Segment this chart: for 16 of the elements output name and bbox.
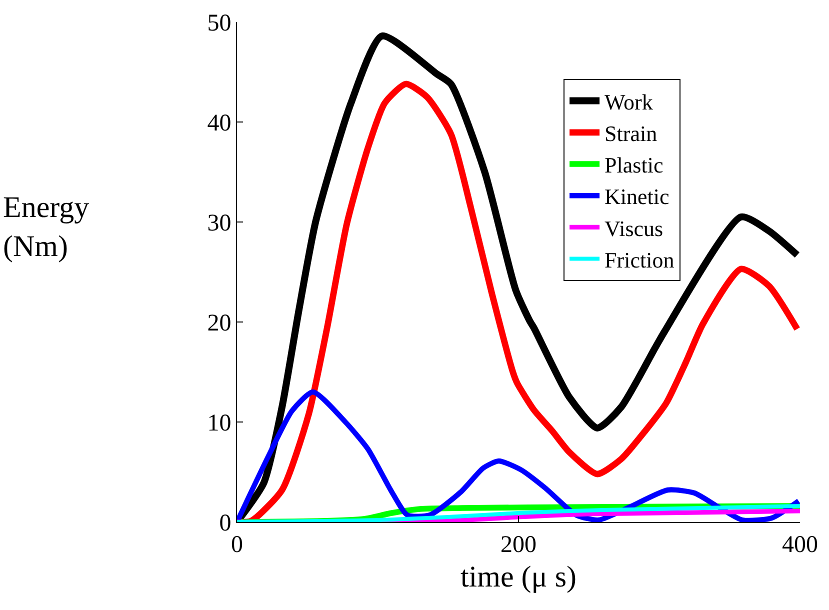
y-axis-title: Energy (Nm) xyxy=(3,191,90,263)
y-tick-label: 30 xyxy=(207,210,232,236)
legend-label: Plastic xyxy=(604,152,664,178)
x-tick-label: 400 xyxy=(782,532,818,558)
y-tick-label: 10 xyxy=(207,410,232,436)
y-tick-label: 40 xyxy=(207,110,232,136)
y-tick-label: 50 xyxy=(207,10,232,36)
y-tick-label: 20 xyxy=(207,310,232,336)
legend-label: Friction xyxy=(604,247,674,272)
x-axis-title: time (μ s) xyxy=(460,560,577,594)
legend-label: Work xyxy=(604,89,653,114)
legend-label: Kinetic xyxy=(604,184,670,210)
y-tick-label: 0 xyxy=(219,510,232,536)
legend-label: Viscus xyxy=(604,216,664,241)
legend-label: Strain xyxy=(604,120,658,146)
x-tick-label: 200 xyxy=(500,532,536,558)
